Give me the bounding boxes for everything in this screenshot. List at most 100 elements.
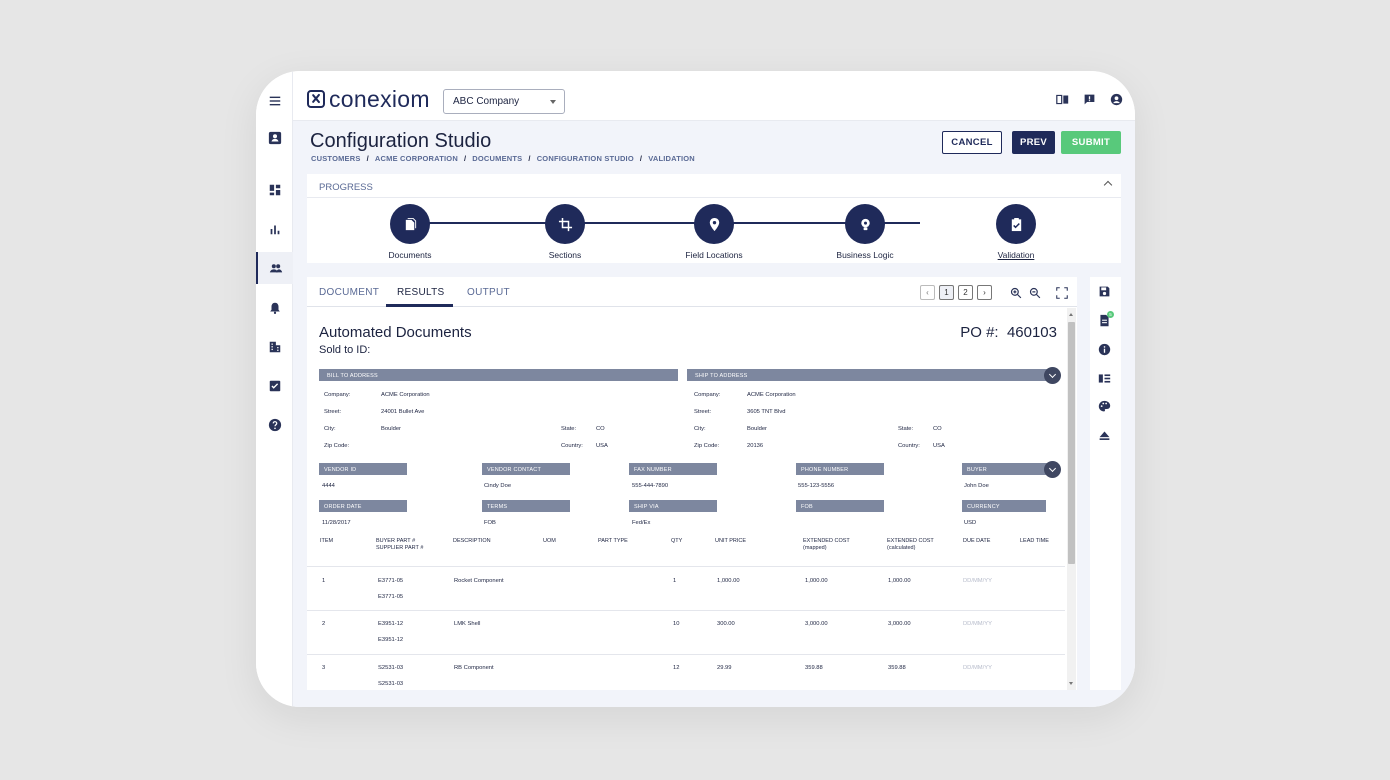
collapse-address-button[interactable] xyxy=(1044,367,1061,384)
feedback-icon[interactable] xyxy=(1083,93,1096,111)
bill-country-label: Country: xyxy=(561,443,583,449)
document-icon[interactable]: 5 xyxy=(1098,311,1114,328)
ship-to-header: SHIP TO ADDRESS xyxy=(687,369,1053,381)
document-preview: Automated Documents Sold to ID: PO #: 46… xyxy=(307,308,1065,690)
submit-button[interactable]: SUBMIT xyxy=(1061,131,1121,154)
bill-to-header: BILL TO ADDRESS xyxy=(319,369,678,381)
conexiom-logo[interactable]: conexiom xyxy=(307,86,430,112)
tab-results[interactable]: RESULTS xyxy=(397,287,445,298)
row1-ext-mapped: 1,000.00 xyxy=(805,578,828,584)
bill-state-value: CO xyxy=(596,426,605,432)
progress-header[interactable]: PROGRESS xyxy=(307,174,1121,198)
breadcrumb: CUSTOMERS / ACME CORPORATION / DOCUMENTS / … xyxy=(311,154,695,163)
scroll-down-icon[interactable] xyxy=(1069,682,1073,685)
bell-icon[interactable] xyxy=(256,292,293,324)
row2-ext-mapped: 3,000.00 xyxy=(805,621,828,627)
company-select[interactable]: ABC Company xyxy=(443,89,565,114)
eject-icon[interactable] xyxy=(1098,429,1112,443)
ship-state-value: CO xyxy=(933,426,942,432)
scrollbar-thumb[interactable] xyxy=(1068,322,1075,564)
vendor-contact-header: VENDOR CONTACT xyxy=(482,463,570,475)
fob-header: FOB xyxy=(796,500,884,512)
po-value: 460103 xyxy=(1006,324,1057,341)
row1-due-date[interactable]: DD/MM/YY xyxy=(963,578,992,584)
account-icon[interactable] xyxy=(1110,93,1123,111)
currency-value: USD xyxy=(964,520,977,526)
breadcrumb-acme[interactable]: ACME CORPORATION xyxy=(374,154,458,163)
book-icon[interactable] xyxy=(1056,93,1069,111)
palette-icon[interactable] xyxy=(1098,400,1112,414)
zoom-controls xyxy=(1010,286,1041,304)
step-sections[interactable]: Sections xyxy=(515,204,615,260)
contact-card-icon[interactable] xyxy=(256,122,293,154)
logo-text: conexiom xyxy=(329,86,430,112)
col-supplier-part: SUPPLIER PART # xyxy=(376,545,424,551)
ship-company-label: Company: xyxy=(694,392,721,398)
cancel-button[interactable]: CANCEL xyxy=(942,131,1002,154)
page-1-button[interactable]: 1 xyxy=(939,285,954,300)
bill-state-label: State: xyxy=(561,426,577,432)
prev-button[interactable]: PREV xyxy=(1012,131,1055,154)
save-icon[interactable] xyxy=(1098,285,1112,299)
row2-due-date[interactable]: DD/MM/YY xyxy=(963,621,992,627)
bar-chart-icon[interactable] xyxy=(256,213,293,245)
row3-description: RB Component xyxy=(454,665,494,671)
page-2-button[interactable]: 2 xyxy=(958,285,973,300)
step-field-locations[interactable]: Field Locations xyxy=(664,204,764,260)
row1-description: Rocket Component xyxy=(454,578,504,584)
progress-steps: Documents Sections Field Locations xyxy=(307,198,1121,263)
col-ext-calc-sub: (calculated) xyxy=(887,545,916,551)
row1-ext-calc: 1,000.00 xyxy=(888,578,911,584)
col-part-type: PART TYPE xyxy=(598,538,628,544)
page-title: Configuration Studio xyxy=(310,130,492,152)
fullscreen-icon[interactable] xyxy=(1056,286,1068,304)
menu-icon[interactable] xyxy=(256,85,293,117)
columns-icon[interactable] xyxy=(1098,372,1112,386)
breadcrumb-validation: VALIDATION xyxy=(648,154,695,163)
row3-due-date[interactable]: DD/MM/YY xyxy=(963,665,992,671)
checklist-icon[interactable] xyxy=(256,370,293,402)
row2-buyer-part: E3951-12 xyxy=(378,621,404,627)
help-icon[interactable] xyxy=(256,409,293,441)
row3-qty: 12 xyxy=(673,665,680,671)
people-icon[interactable] xyxy=(256,252,293,284)
tab-output[interactable]: OUTPUT xyxy=(467,287,510,298)
col-description: DESCRIPTION xyxy=(453,538,491,544)
row2-ext-calc: 3,000.00 xyxy=(888,621,911,627)
ship-state-label: State: xyxy=(898,426,914,432)
scroll-up-icon[interactable] xyxy=(1069,313,1073,316)
row2-qty: 10 xyxy=(673,621,680,627)
breadcrumb-separator: / xyxy=(463,154,467,163)
row-divider xyxy=(307,654,1065,655)
col-lead-time: LEAD TIME xyxy=(1020,538,1049,544)
dashboard-icon[interactable] xyxy=(256,174,293,206)
col-item: ITEM xyxy=(320,538,334,544)
currency-header: CURRENCY xyxy=(962,500,1046,512)
collapse-fields-button[interactable] xyxy=(1044,461,1061,478)
step-documents[interactable]: Documents xyxy=(360,204,460,260)
chevron-up-icon[interactable] xyxy=(1103,180,1113,190)
breadcrumb-customers[interactable]: CUSTOMERS xyxy=(311,154,361,163)
sold-to-label: Sold to ID: xyxy=(319,344,371,356)
next-page-button[interactable]: › xyxy=(977,285,992,300)
step-validation[interactable]: Validation xyxy=(966,204,1066,260)
row3-supplier-part: S2531-03 xyxy=(378,681,404,687)
ship-via-header: SHIP VIA xyxy=(629,500,717,512)
breadcrumb-configuration-studio[interactable]: CONFIGURATION STUDIO xyxy=(536,154,634,163)
breadcrumb-documents[interactable]: DOCUMENTS xyxy=(472,154,523,163)
zoom-in-icon[interactable] xyxy=(1010,286,1022,304)
document-scrollbar[interactable] xyxy=(1067,308,1076,690)
ship-country-label: Country: xyxy=(898,443,920,449)
clipboard-check-icon xyxy=(996,204,1036,244)
row-divider xyxy=(307,566,1065,567)
zoom-out-icon[interactable] xyxy=(1029,286,1041,304)
info-icon[interactable] xyxy=(1098,343,1112,357)
active-tab-indicator xyxy=(386,304,453,307)
prev-page-button[interactable]: ‹ xyxy=(920,285,935,300)
row1-buyer-part: E3771-05 xyxy=(378,578,404,584)
tab-document[interactable]: DOCUMENT xyxy=(319,287,380,298)
step-business-logic[interactable]: Business Logic xyxy=(815,204,915,260)
breadcrumb-separator: / xyxy=(528,154,531,163)
building-icon[interactable] xyxy=(256,331,293,363)
lightbulb-icon xyxy=(845,204,885,244)
